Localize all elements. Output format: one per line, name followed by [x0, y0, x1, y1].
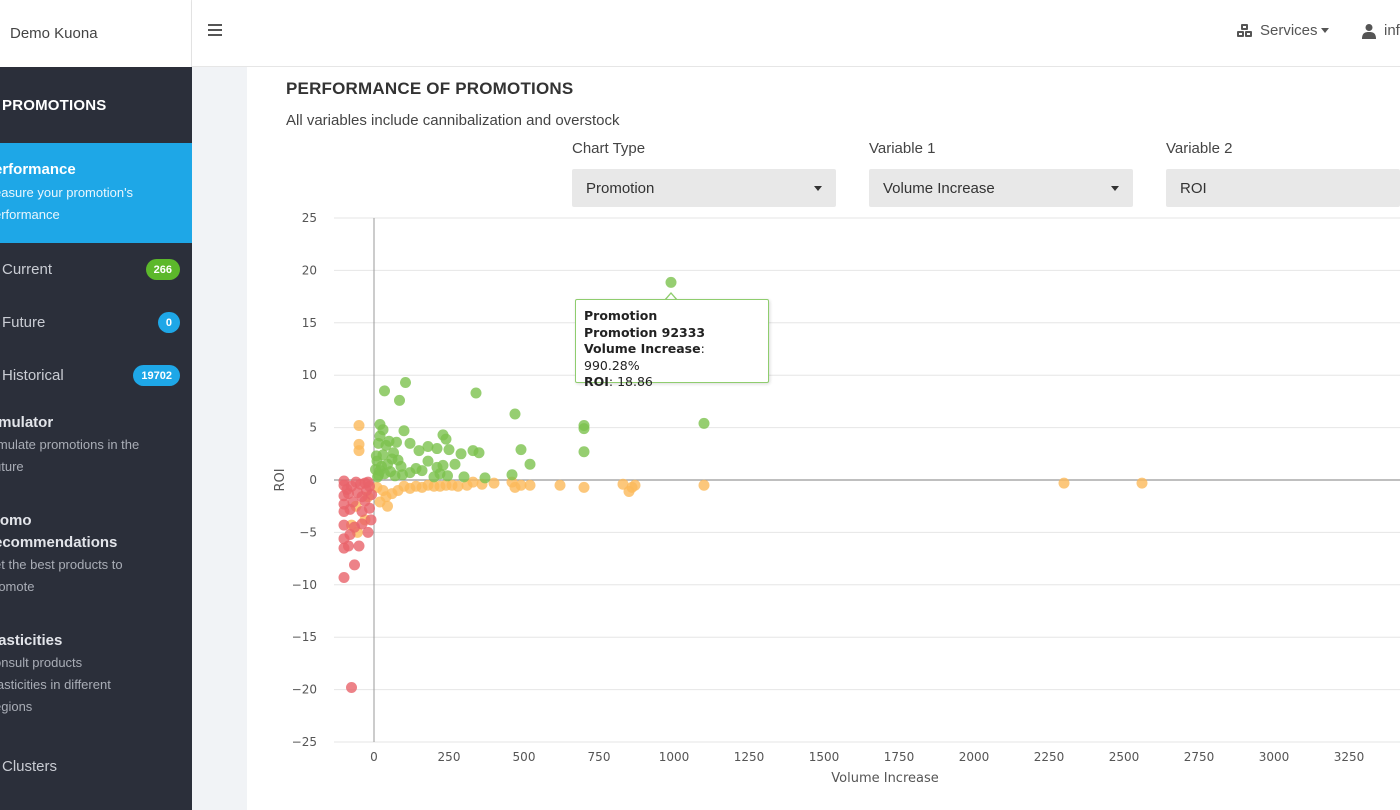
sidebar-item-future[interactable]: Future 0: [0, 296, 192, 349]
sidebar-item-performance[interactable]: erformance easure your promotion's erform…: [0, 143, 192, 243]
variable1-label: Variable 1: [869, 140, 936, 157]
user-icon: [1362, 23, 1376, 39]
sidebar-item-desc: imulate promotions in theuture: [0, 437, 140, 474]
sidebar-item-label: Future: [2, 314, 46, 331]
tooltip-line: Promotion 92333: [584, 324, 706, 340]
sidebar-item-title: lasticities: [0, 632, 63, 649]
tooltip-line: Promotion: [584, 308, 658, 323]
caret-down-icon: [1320, 28, 1329, 33]
sidebar: PROMOTIONS erformance easure your promot…: [0, 67, 192, 810]
chart-type-select[interactable]: Promotion: [572, 169, 836, 207]
sidebar-item-current[interactable]: Current 266: [0, 243, 192, 296]
sidebar-item-title: romoecommendations: [0, 512, 118, 551]
sidebar-item-simulator[interactable]: imulator imulate promotions in theuture: [0, 412, 192, 478]
select-value: Volume Increase: [883, 179, 995, 197]
sidebar-item-label: Clusters: [2, 758, 58, 775]
count-badge: 0: [157, 312, 180, 333]
page-subtitle: All variables include cannibalization an…: [286, 112, 620, 129]
sidebar-item-title: erformance: [0, 161, 76, 178]
caret-down-icon: [814, 186, 822, 191]
page-title: PERFORMANCE OF PROMOTIONS: [286, 79, 574, 98]
chart-tooltip: Promotion Promotion 92333 Volume Increas…: [575, 299, 769, 389]
chart-type-label: Chart Type: [572, 140, 646, 157]
user-menu[interactable]: inf: [1362, 22, 1400, 39]
top-navbar: Services inf: [192, 0, 1400, 67]
sidebar-item-elasticities[interactable]: lasticities onsult products lasticities i…: [0, 630, 192, 718]
variable2-label: Variable 2: [1166, 140, 1233, 157]
services-dropdown[interactable]: Services: [1236, 22, 1329, 39]
brand-name: Demo Kuona: [10, 25, 98, 42]
tooltip-arrow-inner: [665, 294, 677, 301]
count-badge: 266: [145, 259, 180, 280]
cubes-icon: [1237, 23, 1252, 37]
sidebar-item-label: Current: [2, 261, 53, 278]
sidebar-heading: PROMOTIONS: [2, 96, 107, 114]
select-value: ROI: [1180, 179, 1207, 197]
count-badge: 19702: [133, 365, 180, 386]
user-label: inf: [1384, 22, 1400, 39]
sidebar-item-desc: et the best products toromote: [0, 557, 123, 594]
select-value: Promotion: [586, 179, 655, 197]
menu-toggle-icon[interactable]: [208, 24, 222, 38]
tooltip-line: ROI: 18.86: [584, 374, 653, 389]
tooltip-line: Volume Increase: 990.28%: [584, 341, 705, 373]
services-label: Services: [1260, 22, 1318, 39]
sidebar-item-desc: easure your promotion's erformance: [0, 185, 134, 222]
sidebar-item-historical[interactable]: Historical 19702: [0, 349, 192, 402]
sidebar-item-recommendations[interactable]: romoecommendations et the best products …: [0, 510, 192, 598]
variable2-select[interactable]: ROI: [1166, 169, 1400, 207]
sidebar-item-label: Historical: [2, 367, 64, 384]
variable1-select[interactable]: Volume Increase: [869, 169, 1133, 207]
sidebar-item-clusters[interactable]: Clusters: [0, 740, 192, 793]
caret-down-icon: [1111, 186, 1119, 191]
sidebar-item-title: imulator: [0, 414, 54, 431]
brand-logo[interactable]: Demo Kuona: [0, 0, 192, 67]
